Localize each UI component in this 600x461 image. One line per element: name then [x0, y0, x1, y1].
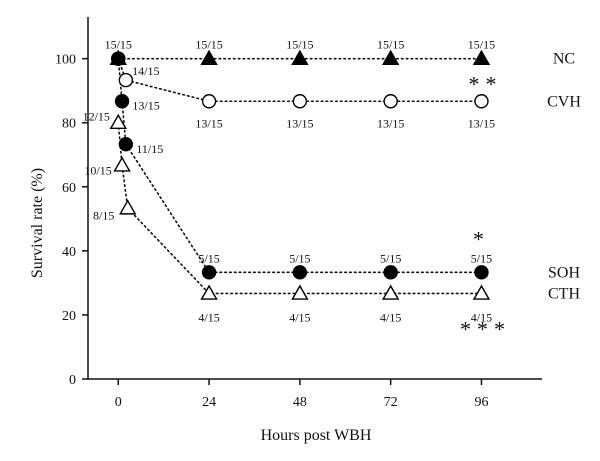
y-tick-label: 0 [69, 373, 76, 388]
marker-soh [201, 265, 217, 280]
point-label-cth: 8/15 [93, 208, 114, 222]
point-label-soh: 5/15 [380, 251, 401, 265]
point-label-cth: 10/15 [84, 163, 111, 177]
point-label-soh: 5/15 [289, 251, 310, 265]
marker-nc [381, 49, 400, 65]
marker-cvh [201, 94, 217, 109]
point-label-cth: 4/15 [380, 310, 401, 324]
point-label-nc: 15/15 [468, 38, 495, 52]
marker-cth [119, 199, 137, 215]
marker-nc [200, 49, 218, 65]
marker-nc [472, 49, 491, 65]
marker-cth [200, 284, 218, 300]
y-tick-label: 40 [62, 245, 76, 260]
point-label-nc: 15/15 [105, 38, 132, 52]
marker-cth [109, 113, 127, 130]
x-tick-label: 24 [202, 395, 216, 410]
marker-cvh [383, 94, 398, 109]
point-label-cvh: 13/15 [286, 116, 313, 130]
series-markers [109, 49, 491, 300]
x-tick-label: 0 [115, 395, 122, 410]
series-name-soh: SOH [548, 264, 580, 281]
marker-cvh [118, 72, 134, 88]
series-name-nc: NC [553, 51, 575, 68]
marker-cth [113, 156, 131, 172]
x-tick-label: 48 [293, 395, 307, 410]
y-tick-label: 80 [62, 117, 76, 132]
marker-soh [383, 265, 398, 280]
axes: 0 20 40 60 80 100 0 24 48 72 96 [55, 17, 542, 410]
line-soh [117, 57, 483, 274]
point-label-soh: 11/15 [136, 142, 163, 156]
y-tick-label: 100 [55, 53, 76, 68]
y-tick-label: 20 [62, 309, 76, 324]
point-label-cth: 4/15 [289, 310, 310, 324]
marker-soh [114, 94, 130, 109]
marker-soh [118, 136, 134, 152]
marker-cth [472, 284, 491, 300]
point-label-cvh: 13/15 [195, 116, 222, 130]
marker-soh [111, 51, 126, 66]
point-label-soh: 13/15 [132, 98, 159, 112]
point-label-cth: 12/15 [83, 110, 110, 124]
point-label-soh: 5/15 [471, 251, 492, 265]
series-name-cvh: CVH [547, 93, 581, 110]
point-label-cth: 4/15 [471, 310, 492, 324]
marker-cth [291, 284, 309, 300]
point-label-nc: 15/15 [195, 38, 222, 52]
x-tick-label: 96 [474, 395, 488, 410]
point-label-cvh: 14/15 [132, 64, 159, 78]
point-label-cvh: 13/15 [468, 116, 495, 130]
x-tick-label: 72 [384, 395, 398, 410]
marker-soh [474, 265, 489, 280]
point-label-cvh: 13/15 [377, 116, 404, 130]
x-axis-title: Hours post WBH [261, 427, 372, 444]
significance-cth: *** [460, 316, 511, 341]
series-name-cth: CTH [548, 285, 580, 302]
point-label-cth: 4/15 [198, 310, 219, 324]
marker-cth [381, 284, 400, 300]
y-axis-title: Survival rate (%) [29, 168, 46, 278]
marker-cvh [474, 94, 489, 109]
marker-soh [292, 265, 308, 280]
significance-cvh: ** [468, 71, 502, 96]
point-labels: 15/15 15/15 15/15 15/15 15/15 NC 14/15 13/15 13/… [83, 38, 582, 342]
point-label-nc: 15/15 [377, 38, 404, 52]
point-label-nc: 15/15 [286, 38, 313, 52]
y-tick-label: 60 [62, 181, 76, 196]
significance-soh: * [473, 226, 490, 251]
marker-nc [291, 49, 309, 65]
point-label-soh: 5/15 [198, 251, 219, 265]
marker-cvh [292, 94, 308, 109]
